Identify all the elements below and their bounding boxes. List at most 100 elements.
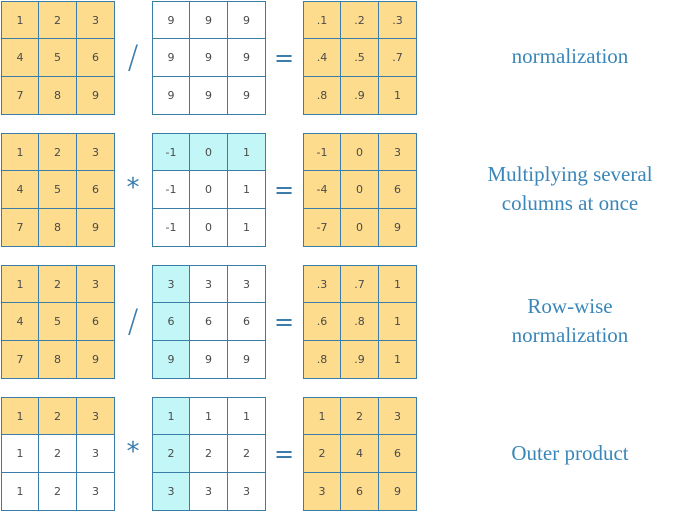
matrix-cell: 7 bbox=[1, 209, 39, 247]
label-line: Row-wise bbox=[527, 294, 613, 318]
label-line: Multiplying several bbox=[487, 162, 653, 186]
matrix-cell: 2 bbox=[39, 265, 77, 303]
matrix-cell: .4 bbox=[303, 39, 341, 77]
label-line: Outer product bbox=[511, 441, 629, 465]
matrix-cell: 3 bbox=[228, 473, 266, 511]
matrix-cell: 0 bbox=[341, 133, 379, 171]
matrix-cell: -1 bbox=[152, 133, 190, 171]
matrix-cell: 7 bbox=[1, 341, 39, 379]
matrix-cell: 1 bbox=[228, 133, 266, 171]
matrix-cell: 1 bbox=[1, 473, 39, 511]
matrix-cell: 1 bbox=[1, 435, 39, 473]
result-matrix-multiply-columns: -1 0 3 -4 0 6 -7 0 9 bbox=[303, 133, 417, 247]
matrix-cell: 2 bbox=[39, 1, 77, 39]
matrix-cell: .7 bbox=[341, 265, 379, 303]
matrix-cell: 6 bbox=[341, 473, 379, 511]
matrix-cell: -1 bbox=[152, 171, 190, 209]
matrix-cell: 9 bbox=[190, 1, 228, 39]
matrix-cell: .7 bbox=[379, 39, 417, 77]
matrix-cell: 3 bbox=[190, 265, 228, 303]
matrix-cell: -4 bbox=[303, 171, 341, 209]
matrix-cell: 1 bbox=[228, 171, 266, 209]
equals-sign: = bbox=[273, 308, 295, 336]
matrix-cell: 1 bbox=[1, 265, 39, 303]
matrix-cell: 8 bbox=[39, 209, 77, 247]
matrix-cell: 9 bbox=[379, 473, 417, 511]
matrix-cell: 9 bbox=[228, 341, 266, 379]
matrix-cell: .1 bbox=[303, 1, 341, 39]
matrix-cell: 3 bbox=[77, 435, 115, 473]
label-line: columns at once bbox=[501, 191, 639, 215]
label-row-wise-normalization: Row-wise normalization bbox=[460, 292, 680, 350]
matrix-cell: 2 bbox=[152, 435, 190, 473]
matrix-cell: 9 bbox=[152, 77, 190, 115]
matrix-cell: 2 bbox=[39, 397, 77, 435]
matrix-cell: .9 bbox=[341, 341, 379, 379]
result-matrix-normalization: .1.2.3 .4.5.7 .8.9 1 bbox=[303, 1, 417, 115]
matrix-cell: 4 bbox=[1, 171, 39, 209]
label-line: normalization bbox=[511, 44, 629, 68]
matrix-cell: 3 bbox=[77, 1, 115, 39]
matrix-cell: 9 bbox=[228, 39, 266, 77]
matrix-cell: 8 bbox=[39, 77, 77, 115]
matrix-cell: 3 bbox=[228, 265, 266, 303]
matrix-cell: 3 bbox=[77, 265, 115, 303]
matrix-cell: .6 bbox=[303, 303, 341, 341]
matrix-cell: .8 bbox=[303, 341, 341, 379]
matrix-cell: 1 bbox=[379, 303, 417, 341]
matrix-cell: 9 bbox=[152, 1, 190, 39]
matrix-cell: 9 bbox=[190, 341, 228, 379]
matrix-cell: 9 bbox=[77, 209, 115, 247]
matrix-cell: 2 bbox=[228, 435, 266, 473]
matrix-cell: .8 bbox=[303, 77, 341, 115]
matrix-cell: -1 bbox=[152, 209, 190, 247]
matrix-cell: .3 bbox=[379, 1, 417, 39]
matrix-cell: 3 bbox=[77, 473, 115, 511]
matrix-cell: 6 bbox=[77, 171, 115, 209]
matrix-cell: 4 bbox=[341, 435, 379, 473]
matrix-cell: 5 bbox=[39, 39, 77, 77]
matrix-cell: 1 bbox=[379, 341, 417, 379]
matrix-cell: 1 bbox=[379, 77, 417, 115]
matrix-cell: .9 bbox=[341, 77, 379, 115]
matrix-cell: 1 bbox=[1, 397, 39, 435]
matrix-cell: .2 bbox=[341, 1, 379, 39]
matrix-cell: 9 bbox=[228, 77, 266, 115]
matrix-cell: 1 bbox=[303, 397, 341, 435]
divide-operator: / bbox=[127, 302, 139, 340]
matrix-cell: 9 bbox=[379, 209, 417, 247]
matrix-cell: 1 bbox=[152, 397, 190, 435]
matrix-cell: 1 bbox=[228, 209, 266, 247]
matrix-cell: 3 bbox=[152, 473, 190, 511]
matrix-cell: 9 bbox=[190, 77, 228, 115]
matrix-cell: -7 bbox=[303, 209, 341, 247]
matrix-cell: 3 bbox=[379, 133, 417, 171]
matrix-cell: 4 bbox=[1, 303, 39, 341]
matrix-cell: 1 bbox=[228, 397, 266, 435]
matrix-cell: -1 bbox=[303, 133, 341, 171]
matrix-cell: 9 bbox=[77, 341, 115, 379]
matrix-cell: 6 bbox=[379, 435, 417, 473]
matrix-cell: 3 bbox=[77, 397, 115, 435]
matrix-cell: 1 bbox=[190, 397, 228, 435]
label-normalization: normalization bbox=[460, 42, 680, 71]
matrix-cell: 2 bbox=[341, 397, 379, 435]
matrix-cell: 6 bbox=[77, 303, 115, 341]
matrix-cell: .8 bbox=[341, 303, 379, 341]
matrix-cell: 0 bbox=[341, 209, 379, 247]
matrix-cell: 6 bbox=[190, 303, 228, 341]
matrix-cell: 0 bbox=[190, 133, 228, 171]
equals-sign: = bbox=[273, 44, 295, 72]
result-matrix-row-normalization: .3.7 1.6.8 1.8.9 1 bbox=[303, 265, 417, 379]
matrix-cell: 5 bbox=[39, 303, 77, 341]
matrix-cell: 9 bbox=[152, 341, 190, 379]
matrix-cell: .5 bbox=[341, 39, 379, 77]
equals-sign: = bbox=[273, 440, 295, 468]
